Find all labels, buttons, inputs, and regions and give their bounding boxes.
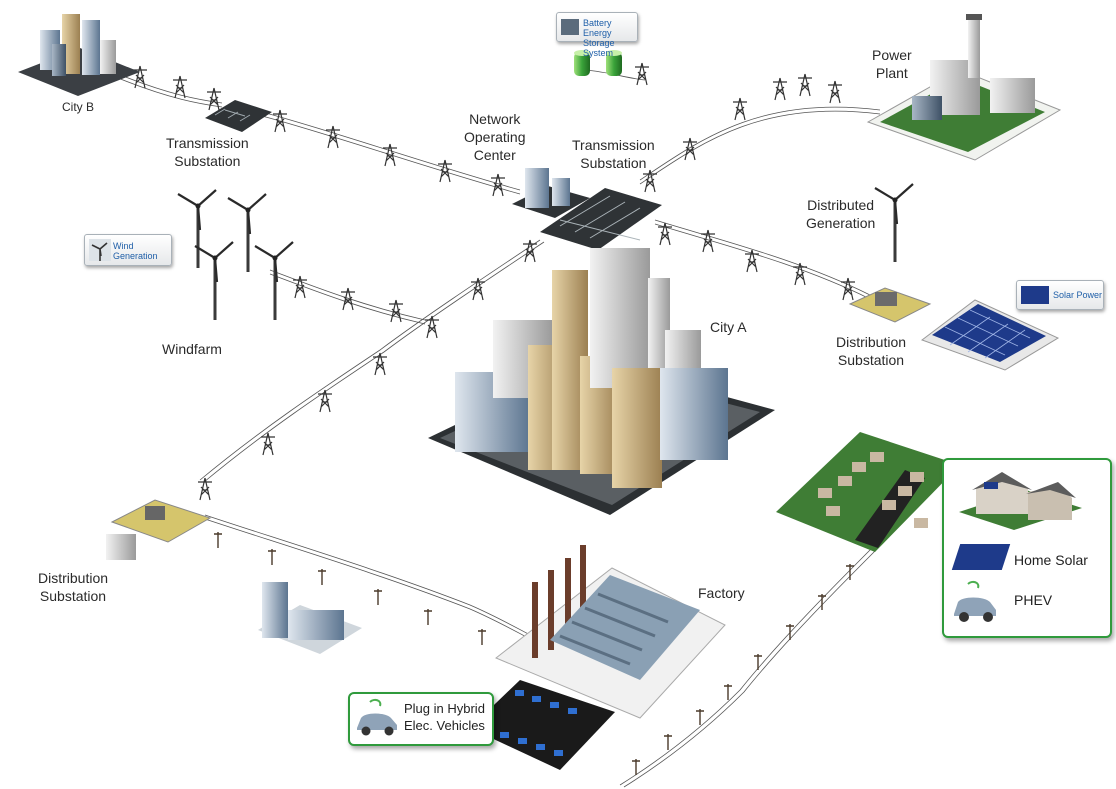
city-b-illustration	[18, 14, 140, 96]
distribution-substation-left-label: Distribution Substation	[38, 569, 108, 605]
network-operating-center-label: Network Operating Center	[464, 110, 525, 164]
plug-in-hybrid-callout: Plug in Hybrid Elec. Vehicles	[348, 692, 494, 746]
home-solar-label: Home Solar	[1014, 552, 1088, 568]
ev-car-icon	[354, 698, 400, 738]
battery-storage-badge: Battery Energy Storage System	[556, 12, 638, 58]
house-icon	[954, 468, 1084, 536]
badge-line: Battery Energy	[583, 18, 612, 38]
label-line: Operating	[464, 129, 526, 145]
solar-power-badge: Solar Power	[1016, 280, 1104, 310]
badge-line: Generation	[113, 251, 158, 261]
wind-turbine-icon	[89, 239, 111, 261]
parking-lot-illustration	[470, 680, 615, 770]
solar-farm-illustration	[920, 299, 1060, 371]
label-line: Network	[469, 111, 521, 127]
label-line: Substation	[837, 352, 905, 368]
badge-line: Storage System	[583, 38, 615, 58]
factory-label: Factory	[698, 585, 745, 601]
battery-storage-illustration	[574, 50, 622, 76]
label-line: Transmission	[166, 135, 249, 151]
windfarm-label: Windfarm	[162, 341, 222, 357]
neighborhood-illustration	[776, 432, 960, 552]
label-line: Plant	[875, 65, 908, 81]
label-line: Transmission	[572, 137, 655, 153]
label-line: Power	[872, 47, 912, 63]
label-line: Substation	[39, 588, 107, 604]
label-line: Distribution	[38, 570, 109, 586]
factory-illustration	[495, 545, 726, 719]
badge-line: Solar Power	[1053, 290, 1103, 300]
distribution-substation-right-label: Distribution Substation	[836, 333, 906, 369]
city-a-illustration	[428, 248, 775, 515]
solar-panel-icon	[1021, 286, 1049, 304]
battery-rack-icon	[561, 19, 579, 35]
phev-label: PHEV	[1014, 592, 1053, 608]
label-line: Center	[473, 147, 516, 163]
office-building-illustration	[258, 582, 362, 654]
wind-generation-badge: Wind Generation	[84, 234, 172, 266]
phev-car-icon	[950, 580, 1000, 624]
transmission-substation-center-illustration	[540, 188, 662, 250]
city-a-label: City A	[710, 319, 747, 335]
label-line: Substation	[174, 153, 241, 169]
transmission-substation-left-label: Transmission Substation	[166, 134, 249, 170]
distribution-substation-left-illustration	[106, 499, 212, 560]
city-b-label: City B	[62, 100, 95, 114]
power-plant-label: Power Plant	[872, 46, 912, 82]
home-callout: Home Solar PHEV	[942, 458, 1112, 638]
distributed-generation-label: Distributed Generation	[806, 196, 875, 232]
power-plant-illustration	[866, 14, 1062, 161]
distribution-substation-right-illustration	[848, 287, 932, 323]
distributed-generation-turbine	[873, 182, 915, 264]
badge-line: Wind	[113, 241, 134, 251]
label-line: Distribution	[836, 334, 907, 350]
callout-line: Elec. Vehicles	[404, 718, 485, 733]
label-line: Distributed	[807, 197, 875, 213]
home-solar-icon	[951, 544, 1011, 570]
network-operating-center-illustration	[512, 168, 590, 218]
callout-line: Plug in Hybrid	[404, 701, 485, 716]
windfarm-illustration	[176, 188, 295, 322]
power-lines	[117, 69, 885, 788]
label-line: Substation	[580, 155, 647, 171]
transmission-substation-center-label: Transmission Substation	[572, 136, 655, 172]
label-line: Generation	[806, 215, 876, 231]
transmission-substation-left-illustration	[205, 100, 272, 132]
